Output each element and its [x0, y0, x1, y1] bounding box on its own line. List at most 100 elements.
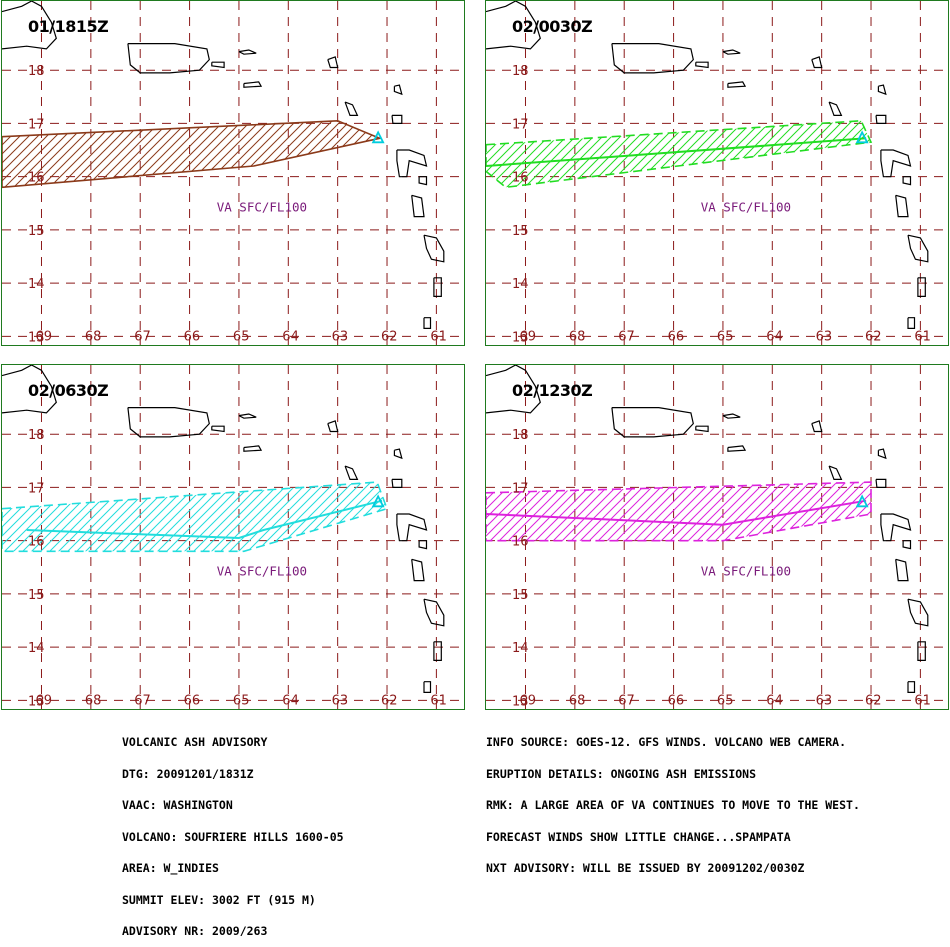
- map-canvas-3: 69 68 67 66 65 64 63 62 61 13 14 15 16 17 18 VA SFC/FL1…: [2, 365, 464, 709]
- advisory-line: DTG: 20091201/1831Z: [122, 766, 254, 781]
- advisory-line: VAAC: WASHINGTON: [122, 798, 233, 812]
- ash-altitude-label: VA SFC/FL100: [701, 199, 791, 214]
- longitude-label: 63: [332, 693, 349, 708]
- coastline: [880, 513, 912, 542]
- map-panel-1: 69 68 67 66 65 64 63 62 61 13 14 15 16 17 18 VA SFC/FL1…: [1, 0, 465, 346]
- advisory-info-right: INFO SOURCE: GOES-12. GFS WINDS. VOLCANO…: [486, 716, 860, 884]
- latitude-label: 13: [512, 694, 529, 709]
- coastline: [611, 407, 694, 438]
- map-canvas-2: 69 68 67 66 65 64 63 62 61 13 14 15 16 17 18 VA SFC/FL1…: [486, 1, 948, 345]
- latitude-label: 16: [28, 171, 45, 186]
- coastline: [917, 277, 926, 297]
- panel-time-label: 01/1815Z: [28, 17, 109, 36]
- ash-centerline: [26, 499, 383, 540]
- coastline: [722, 49, 741, 55]
- coastline: [828, 465, 843, 480]
- longitude-label: 67: [618, 693, 635, 708]
- coastline: [423, 317, 432, 329]
- coastline: [411, 194, 425, 218]
- volcano-marker: [855, 130, 869, 144]
- advisory-line: RMK: A LARGE AREA OF VA CONTINUES TO MOV…: [486, 798, 860, 812]
- coastline: [391, 478, 403, 488]
- longitude-label: 65: [717, 329, 734, 344]
- coastline: [727, 81, 747, 88]
- latitude-label: 14: [28, 277, 45, 292]
- longitude-label: 62: [381, 693, 398, 708]
- ash-centerline: [486, 137, 867, 167]
- latitude-label: 15: [512, 224, 529, 239]
- coastline: [907, 681, 916, 693]
- latitude-label: 18: [512, 64, 529, 79]
- coastline: [344, 101, 359, 116]
- longitude-label: 66: [668, 693, 685, 708]
- latitude-label: 15: [512, 588, 529, 603]
- ash-altitude-label: VA SFC/FL100: [217, 199, 307, 214]
- coastline: [902, 176, 912, 186]
- coastline: [907, 234, 929, 263]
- volcano-marker: [371, 130, 385, 144]
- coastline: [486, 1, 541, 50]
- coastline: [907, 317, 916, 329]
- volcano-marker: [855, 494, 869, 508]
- longitude-label: 68: [85, 329, 102, 344]
- coastline: [433, 277, 442, 297]
- coastline: [238, 49, 257, 55]
- coastline: [902, 540, 912, 550]
- latitude-label: 13: [28, 694, 45, 709]
- latitude-label: 13: [28, 330, 45, 345]
- latitude-label: 16: [512, 535, 529, 550]
- coastline: [433, 641, 442, 661]
- coastline: [127, 43, 210, 74]
- coastline: [875, 478, 887, 488]
- coastline: [877, 84, 887, 96]
- coastline: [695, 425, 709, 433]
- longitude-label: 69: [35, 693, 52, 708]
- longitude-label: 66: [184, 693, 201, 708]
- longitude-label: 64: [282, 693, 299, 708]
- longitude-label: 69: [35, 329, 52, 344]
- latitude-label: 16: [512, 171, 529, 186]
- longitude-label: 62: [865, 693, 882, 708]
- coastline: [811, 56, 823, 69]
- latitude-label: 17: [512, 117, 529, 132]
- map-panel-4: 69 68 67 66 65 64 63 62 61 13 14 15 16 17 18 VA SFC/FL1…: [485, 364, 949, 710]
- coastline: [396, 149, 428, 178]
- coastline: [917, 641, 926, 661]
- longitude-label: 67: [134, 329, 151, 344]
- coastline: [327, 420, 339, 433]
- longitude-label: 61: [914, 693, 931, 708]
- coastline: [811, 420, 823, 433]
- longitude-label: 61: [430, 329, 447, 344]
- longitude-label: 63: [332, 329, 349, 344]
- coastline: [722, 413, 741, 419]
- advisory-line: AREA: W_INDIES: [122, 861, 219, 875]
- coastline: [211, 425, 225, 433]
- coastline: [243, 81, 263, 88]
- map-canvas-1: 69 68 67 66 65 64 63 62 61 13 14 15 16 17 18 VA SFC/FL1…: [2, 1, 464, 345]
- panel-time-label: 02/0630Z: [28, 381, 109, 400]
- latitude-label: 17: [512, 481, 529, 496]
- advisory-line: VOLCANO: SOUFRIERE HILLS 1600-05: [122, 829, 344, 844]
- coastline: [344, 465, 359, 480]
- longitude-label: 61: [914, 329, 931, 344]
- longitude-label: 65: [233, 329, 250, 344]
- latitude-label: 15: [28, 224, 45, 239]
- longitude-label: 65: [233, 693, 250, 708]
- longitude-label: 67: [618, 329, 635, 344]
- longitude-label: 66: [668, 329, 685, 344]
- volcano-marker: [371, 494, 385, 508]
- longitude-label: 61: [430, 693, 447, 708]
- advisory-info-left: VOLCANIC ASH ADVISORY DTG: 20091201/1831…: [122, 716, 344, 947]
- advisory-line: SUMMIT ELEV: 3002 FT (915 M): [122, 892, 316, 907]
- advisory-line: INFO SOURCE: GOES-12. GFS WINDS. VOLCANO…: [486, 735, 847, 749]
- panel-time-label: 02/0030Z: [512, 17, 593, 36]
- coastline: [127, 407, 210, 438]
- ash-cloud-polygon: [486, 119, 873, 189]
- ash-cloud-polygon: [2, 481, 389, 553]
- longitude-label: 68: [85, 693, 102, 708]
- coastline: [695, 61, 709, 69]
- longitude-label: 69: [519, 329, 536, 344]
- latitude-label: 15: [28, 588, 45, 603]
- latitude-label: 18: [512, 428, 529, 443]
- longitude-label: 62: [381, 329, 398, 344]
